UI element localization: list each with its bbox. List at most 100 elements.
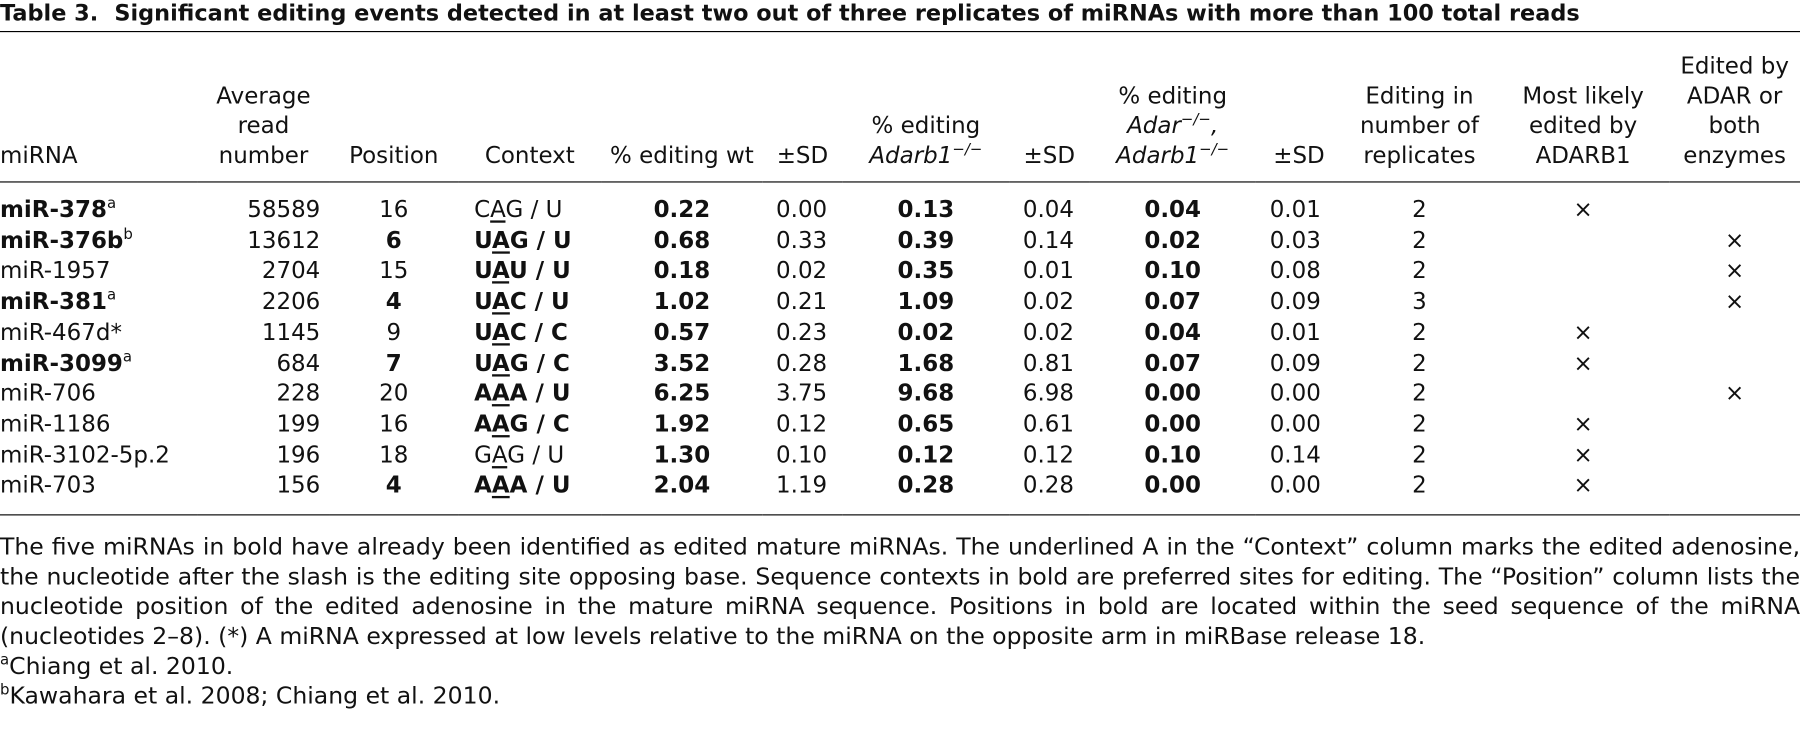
- table-cell: 0.04: [1089, 317, 1255, 348]
- table-cell: 2704: [197, 255, 329, 286]
- table-cell: 2: [1342, 378, 1497, 409]
- table-cell: 0.14: [1009, 225, 1089, 256]
- table-cell: 6.25: [602, 378, 763, 409]
- text-run: ±SD: [776, 141, 829, 169]
- cell-value: ×: [1573, 409, 1593, 438]
- cell-value: 6: [385, 225, 402, 254]
- table-cell: 0.02: [843, 317, 1009, 348]
- table-cell: 228: [197, 378, 329, 409]
- text-run: miR-1957: [0, 256, 111, 285]
- table-cell: 0.00: [1256, 409, 1342, 440]
- table-cell: [1669, 469, 1800, 516]
- text-run: Average read number: [216, 81, 311, 169]
- cell-value: 2: [1412, 379, 1427, 407]
- cell-value: 0.23: [776, 317, 828, 346]
- column-header: Edited by ADAR or both enzymes: [1669, 50, 1800, 183]
- text-run: miR-3099: [0, 348, 123, 376]
- cell-value: 199: [276, 409, 321, 438]
- table-cell: 1.92: [602, 409, 763, 440]
- table-cell: 3.52: [602, 347, 763, 378]
- table-cell: 0.13: [843, 182, 1009, 225]
- text-run: ±SD: [1023, 141, 1076, 169]
- cell-value: 3.52: [653, 348, 711, 376]
- table-cell: 0.01: [1009, 255, 1089, 286]
- table-cell: miR-381a: [0, 286, 197, 317]
- cell-value: 684: [276, 348, 321, 376]
- cell-value: 0.04: [1144, 317, 1202, 346]
- text-run: % editing wt: [610, 141, 754, 169]
- cell-value: 1145: [261, 317, 321, 346]
- table-cell: 7: [329, 347, 458, 378]
- cell-value: 0.00: [1144, 409, 1202, 438]
- table-cell: 0.04: [1009, 182, 1089, 225]
- superscript: −/−: [1199, 141, 1230, 159]
- table-row: miR-376bb 13612 6 UAG / U 0.68 0.33 0.39 0.14 0.…: [0, 225, 1800, 256]
- cell-value: 6.98: [1022, 379, 1074, 407]
- cell-value: 0.08: [1269, 256, 1321, 285]
- column-header: % editing wt: [601, 50, 763, 183]
- table-cell: 0.35: [843, 255, 1009, 286]
- cell-value: 0.02: [776, 256, 828, 285]
- table-cell: UAG / U: [458, 225, 602, 256]
- cell-value: 0.12: [1022, 440, 1074, 468]
- table-row: miR-1186 199 16 AAG / C 1.92 0.12 0.65 0.61 0.00…: [0, 409, 1800, 440]
- table-cell: 0.00: [1089, 469, 1256, 516]
- cell-value: 0.13: [897, 195, 955, 223]
- cell-value: 2: [1412, 256, 1427, 285]
- cell-value: 3: [1412, 287, 1427, 315]
- superscript: −/−: [952, 141, 983, 159]
- table-row: miR-706 228 20 AAA / U 6.25 3.75 9.68 6.98 0.00 0…: [0, 378, 1800, 409]
- table-cell: 0.09: [1256, 286, 1342, 317]
- table-cell: UAC / U: [458, 286, 602, 317]
- cell-value: 0.28: [897, 471, 955, 499]
- table-cell: 0.07: [1089, 286, 1255, 317]
- cell-value: 1.09: [897, 287, 955, 315]
- table-cell: 0.65: [843, 409, 1009, 440]
- table-label: Table 3.: [0, 0, 99, 27]
- table-cell: 15: [329, 255, 458, 286]
- table-cell: 3: [1342, 286, 1497, 317]
- sequence-context: GAG / U: [474, 440, 565, 468]
- text-run: Context: [484, 141, 575, 169]
- table-cell: 0.03: [1256, 225, 1342, 256]
- table-cell: 0.57: [602, 317, 763, 348]
- column-header: miRNA: [0, 50, 198, 183]
- column-header: Average read number: [197, 50, 330, 183]
- cell-value: 0.00: [1269, 379, 1321, 407]
- cell-value: 1.30: [653, 440, 711, 468]
- table-cell: 9.68: [843, 378, 1009, 409]
- text-run: miR-1186: [0, 409, 111, 438]
- table-cell: 1.19: [762, 469, 843, 516]
- cell-value: ×: [1724, 287, 1745, 315]
- table-cell: 2: [1342, 469, 1497, 516]
- cell-value: 0.04: [1022, 195, 1074, 223]
- cell-value: 0.02: [1022, 287, 1074, 315]
- cell-value: 0.28: [776, 348, 828, 376]
- text-run: Adarb1: [869, 141, 953, 169]
- sequence-context: AAA / U: [474, 471, 571, 499]
- cell-value: 0.00: [1269, 471, 1321, 499]
- table-cell: ×: [1497, 182, 1669, 225]
- cell-value: 58589: [247, 195, 321, 223]
- table-cell: 1.02: [602, 286, 763, 317]
- table-cell: ×: [1669, 378, 1800, 409]
- cell-value: 2: [1412, 317, 1427, 346]
- table-row: miR-703 156 4 AAA / U 2.04 1.19 0.28 0.28 0.00 0.…: [0, 469, 1800, 516]
- text-run: Position: [349, 141, 439, 169]
- table-cell: 4: [329, 286, 458, 317]
- table-cell: 0.00: [1256, 378, 1342, 409]
- sequence-context: CAG / U: [474, 195, 563, 223]
- cell-value: 2: [1412, 471, 1427, 499]
- table-cell: 0.68: [602, 225, 763, 256]
- table-cell: [1497, 225, 1669, 256]
- table-cell: 0.81: [1009, 347, 1089, 378]
- superscript: a: [106, 287, 117, 305]
- table-cell: 0.02: [1009, 317, 1089, 348]
- table-cell: miR-378a: [0, 182, 197, 225]
- table-cell: 0.28: [1009, 469, 1090, 516]
- table-cell: miR-1186: [0, 409, 197, 440]
- table-cell: 0.10: [1089, 439, 1255, 470]
- sequence-context: UAG / U: [474, 225, 572, 254]
- table-cell: GAG / U: [458, 439, 602, 470]
- table-cell: 0.00: [1255, 469, 1343, 516]
